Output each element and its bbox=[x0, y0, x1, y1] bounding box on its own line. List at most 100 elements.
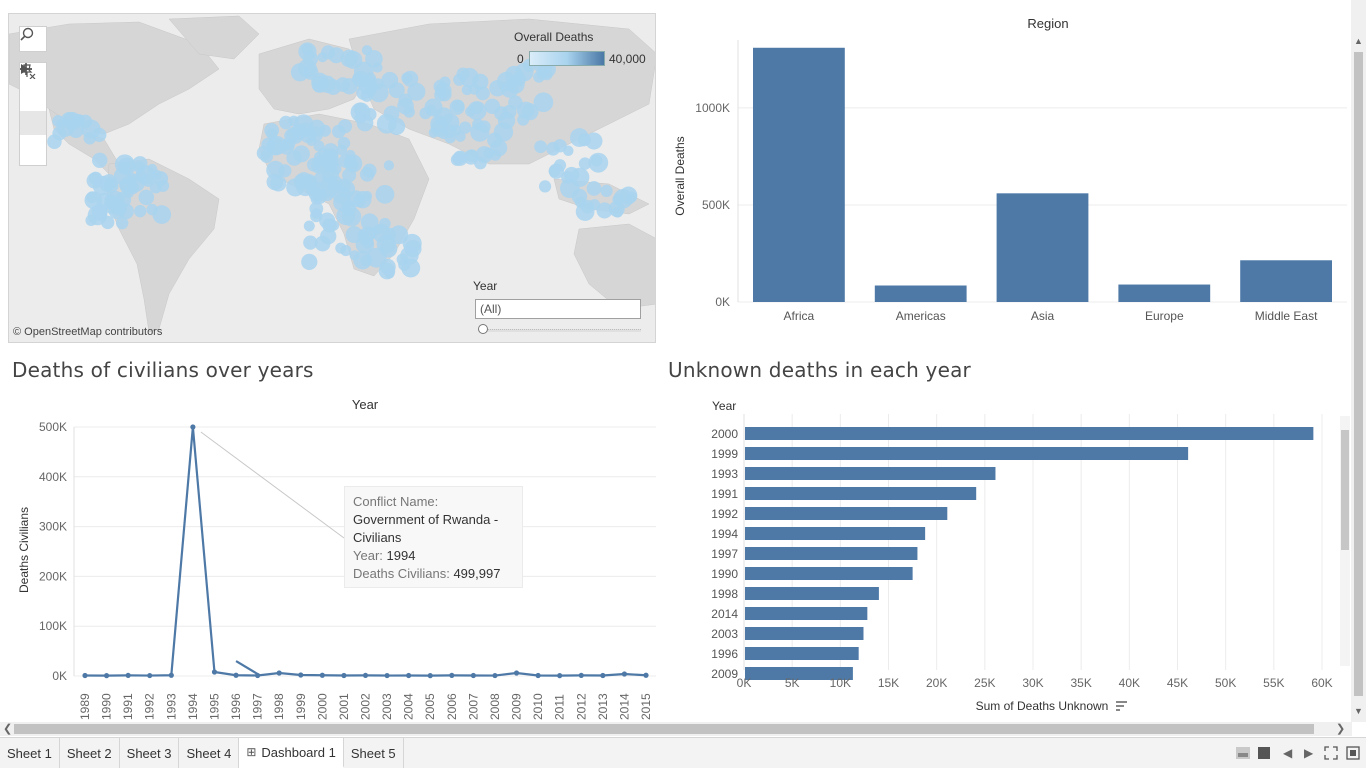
vertical-scroll-thumb[interactable] bbox=[1354, 52, 1363, 696]
map-mark[interactable] bbox=[465, 106, 476, 117]
map-mark[interactable] bbox=[333, 193, 352, 212]
map-mark[interactable] bbox=[586, 181, 602, 196]
map-mark[interactable] bbox=[100, 174, 118, 192]
region-bar[interactable] bbox=[874, 285, 967, 302]
map-mark[interactable] bbox=[302, 51, 319, 67]
map-mark[interactable] bbox=[361, 237, 374, 249]
map-mark[interactable] bbox=[92, 127, 107, 142]
map-view[interactable]: Overall Deaths 0 40,000 Year (All) © Ope… bbox=[8, 13, 656, 343]
unknown-bar[interactable] bbox=[745, 487, 977, 500]
map-mark[interactable] bbox=[358, 76, 377, 95]
unknown-bar[interactable] bbox=[745, 587, 879, 600]
map-mark[interactable] bbox=[134, 205, 147, 218]
map-mark[interactable] bbox=[596, 202, 613, 219]
map-mark[interactable] bbox=[311, 75, 329, 93]
map-mark[interactable] bbox=[541, 69, 553, 81]
map-mark[interactable] bbox=[307, 126, 324, 143]
map-mark[interactable] bbox=[475, 86, 490, 101]
map-mark[interactable] bbox=[319, 212, 336, 229]
map-mark[interactable] bbox=[401, 72, 413, 84]
map-mark[interactable] bbox=[310, 156, 329, 175]
map-mark[interactable] bbox=[455, 131, 466, 142]
year-slider-handle[interactable] bbox=[478, 324, 488, 334]
map-mark[interactable] bbox=[360, 213, 379, 232]
unknown-bar[interactable] bbox=[745, 567, 913, 580]
year-filter-input[interactable]: (All) bbox=[475, 299, 641, 319]
map-mark[interactable] bbox=[146, 163, 158, 175]
unknown-bar[interactable] bbox=[745, 507, 948, 520]
map-mark[interactable] bbox=[320, 228, 337, 245]
civilians-point[interactable] bbox=[535, 672, 541, 679]
civilians-point[interactable] bbox=[211, 669, 218, 675]
map-mark[interactable] bbox=[266, 160, 285, 180]
prev-sheet-icon[interactable]: ◀ bbox=[1283, 746, 1293, 760]
civilians-point[interactable] bbox=[384, 672, 390, 679]
map-mark[interactable] bbox=[383, 105, 400, 122]
civilians-point[interactable] bbox=[82, 672, 88, 679]
map-mark[interactable] bbox=[68, 122, 84, 139]
fullscreen-icon[interactable] bbox=[1346, 746, 1360, 763]
search-icon[interactable] bbox=[20, 27, 46, 51]
civilians-point[interactable] bbox=[600, 672, 606, 679]
map-mark[interactable] bbox=[372, 62, 383, 73]
civilians-point[interactable] bbox=[168, 672, 174, 678]
map-mark[interactable] bbox=[317, 52, 328, 63]
map-mark[interactable] bbox=[439, 76, 451, 88]
horizontal-scroll-thumb[interactable] bbox=[14, 724, 1314, 734]
civilians-point[interactable] bbox=[513, 670, 520, 676]
map-mark[interactable] bbox=[362, 163, 377, 178]
map-mark[interactable] bbox=[388, 82, 405, 99]
map-mark[interactable] bbox=[311, 189, 327, 205]
tab-sheet-3[interactable]: Sheet 3 bbox=[120, 738, 180, 768]
map-mark[interactable] bbox=[340, 49, 359, 68]
map-mark[interactable] bbox=[397, 97, 414, 115]
sort-descending-icon[interactable] bbox=[1116, 701, 1127, 711]
unknown-chart-scrollbar[interactable] bbox=[1340, 416, 1350, 666]
civilians-point[interactable] bbox=[449, 672, 455, 679]
map-mark[interactable] bbox=[389, 225, 409, 245]
map-mark[interactable] bbox=[93, 208, 106, 221]
civilians-point[interactable] bbox=[319, 672, 325, 678]
unknown-bar[interactable] bbox=[745, 627, 864, 640]
civilians-point[interactable] bbox=[557, 673, 563, 679]
map-mark[interactable] bbox=[47, 134, 62, 149]
tab-sheet-2[interactable]: Sheet 2 bbox=[60, 738, 120, 768]
unknown-bar[interactable] bbox=[745, 527, 926, 540]
civilians-point[interactable] bbox=[470, 672, 476, 679]
scroll-up-icon[interactable]: ▲ bbox=[1354, 36, 1363, 46]
civilians-point[interactable] bbox=[362, 672, 369, 679]
map-mark[interactable] bbox=[459, 121, 472, 134]
unknown-bar[interactable] bbox=[745, 427, 1314, 440]
region-bar[interactable] bbox=[996, 193, 1089, 302]
map-mark[interactable] bbox=[343, 154, 358, 169]
map-mark[interactable] bbox=[600, 184, 613, 198]
map-mark[interactable] bbox=[472, 73, 489, 91]
region-bar[interactable] bbox=[1118, 284, 1211, 302]
map-mark[interactable] bbox=[303, 220, 315, 232]
map-mark[interactable] bbox=[387, 117, 406, 136]
map-mark[interactable] bbox=[407, 82, 426, 101]
map-mark[interactable] bbox=[449, 99, 465, 115]
civilians-point[interactable] bbox=[147, 672, 153, 679]
map-mark[interactable] bbox=[356, 114, 374, 132]
unknown-bar[interactable] bbox=[745, 607, 868, 620]
map-mark[interactable] bbox=[112, 200, 128, 216]
map-mark[interactable] bbox=[470, 122, 490, 142]
map-mark[interactable] bbox=[86, 172, 103, 189]
year-slider-track[interactable] bbox=[481, 329, 641, 332]
map-mark[interactable] bbox=[553, 159, 567, 172]
map-mark[interactable] bbox=[337, 119, 353, 134]
map-mark[interactable] bbox=[570, 128, 589, 148]
map-mark[interactable] bbox=[115, 216, 129, 230]
map-mark[interactable] bbox=[119, 179, 132, 192]
map-mark[interactable] bbox=[361, 190, 373, 202]
civilians-point[interactable] bbox=[621, 671, 628, 677]
map-mark[interactable] bbox=[533, 92, 554, 113]
map-mark[interactable] bbox=[580, 199, 595, 214]
filmstrip-view-icon[interactable] bbox=[1258, 747, 1270, 762]
map-mark[interactable] bbox=[348, 190, 365, 207]
tab-sheet-1[interactable]: Sheet 1 bbox=[0, 738, 60, 768]
map-mark[interactable] bbox=[146, 203, 158, 216]
map-mark[interactable] bbox=[578, 157, 592, 170]
map-mark[interactable] bbox=[378, 262, 396, 280]
